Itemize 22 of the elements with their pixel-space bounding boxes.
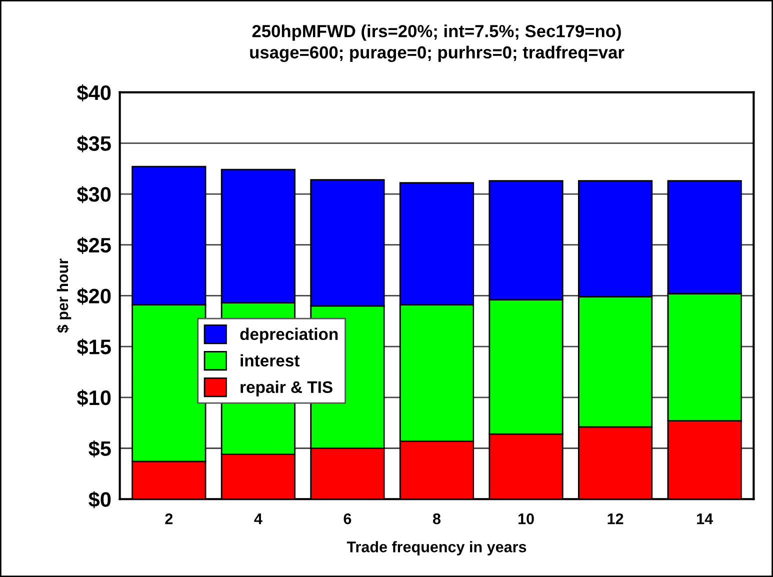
legend-label: repair & TIS bbox=[240, 380, 332, 396]
y-tick-label: $40 bbox=[77, 84, 111, 102]
y-tick-label: $0 bbox=[88, 491, 111, 508]
y-tick-label: $20 bbox=[77, 288, 111, 305]
x-tick-label: 14 bbox=[697, 514, 713, 524]
y-tick-label: $35 bbox=[77, 135, 111, 152]
y-tick-label: $10 bbox=[77, 389, 111, 407]
x-tick-label: 2 bbox=[165, 513, 173, 524]
x-tick-label: 6 bbox=[344, 513, 352, 524]
legend-label: depreciation bbox=[240, 328, 338, 344]
y-axis-title: $ per hour bbox=[56, 258, 72, 333]
y-tick-label: $30 bbox=[77, 186, 111, 204]
x-tick-label: 12 bbox=[608, 513, 624, 524]
x-tick-label: 10 bbox=[518, 513, 534, 524]
x-tick-label: 8 bbox=[432, 513, 441, 524]
chart-title: 250hpMFWD (irs=20%; int=7.5%; Sec179=no) usage=600; purage=0; purhrs=0; tradfreq=var bbox=[250, 24, 624, 62]
x-tick-label: 4 bbox=[254, 514, 262, 524]
x-axis-title: Trade frequency in years bbox=[346, 541, 526, 556]
y-tick-label: $25 bbox=[77, 236, 111, 254]
y-tick-label: $15 bbox=[77, 338, 111, 356]
legend-label: interest bbox=[240, 354, 300, 367]
y-tick-label: $5 bbox=[88, 440, 111, 458]
